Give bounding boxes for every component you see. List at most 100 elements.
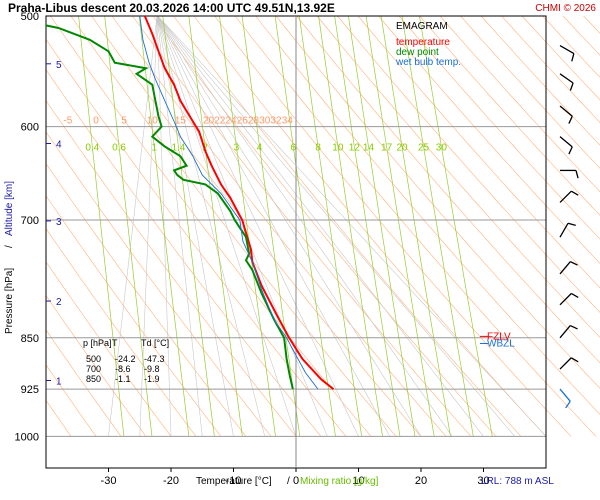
- dry-adiabat: [173, 16, 522, 437]
- dry-adiabat: [275, 16, 600, 389]
- dry-adiabat: [501, 16, 600, 123]
- dry-adiabat: [50, 16, 372, 437]
- table-cell: -9.8: [144, 364, 160, 374]
- dry-adiabat: [70, 16, 397, 437]
- dry-adiabat-label: 32: [270, 116, 282, 127]
- wind-barb-shaft: [559, 357, 572, 370]
- mixing-ratio-label: 3: [234, 142, 240, 153]
- dry-adiabat-label: 30: [259, 116, 271, 127]
- mixing-ratio-line: [401, 16, 474, 437]
- wind-barb-shaft: [559, 73, 574, 84]
- dry-adiabat: [357, 16, 600, 289]
- dry-adiabat-label: 15: [175, 116, 187, 127]
- dry-adiabat: [193, 16, 547, 437]
- dry-adiabat: [542, 16, 600, 78]
- marker-label: WBZL: [487, 338, 515, 349]
- x-tick-label: 20: [415, 475, 427, 487]
- table-cell: -1.9: [144, 374, 160, 384]
- moist-adiabat: [157, 16, 516, 437]
- dry-adiabat-label: 5: [121, 116, 127, 127]
- dry-adiabat: [152, 16, 497, 437]
- x-axis-ticks: -30 -20 -10 0 10 20 30: [101, 468, 490, 487]
- table-header: p [hPa]: [83, 338, 112, 348]
- dry-adiabat-label: 34: [282, 116, 294, 127]
- wind-barb-flag: [575, 170, 579, 179]
- altitude-tick-label: 4: [56, 140, 62, 151]
- dry-adiabat-label: 28: [248, 116, 260, 127]
- wind-barb-shaft: [559, 261, 571, 275]
- dry-adiabat-label: 0: [93, 116, 99, 127]
- y-axis-label-separator: /: [4, 245, 15, 248]
- lrl-label: LRL: 788 m ASL: [481, 476, 554, 487]
- wind-barb-shaft: [559, 190, 572, 203]
- dry-adiabat: [337, 16, 600, 313]
- dry-adiabats: [46, 16, 600, 437]
- dry-adiabat: [46, 100, 297, 437]
- table-cell: 500: [86, 354, 101, 364]
- dry-adiabat: [439, 16, 600, 193]
- wind-barb-flag: [570, 324, 578, 330]
- mixing-ratio-line: [162, 16, 215, 437]
- dry-adiabat: [46, 163, 247, 437]
- dry-adiabat: [234, 16, 597, 437]
- mixing-ratio-label: 14: [363, 142, 375, 153]
- x-tick-label: -20: [163, 475, 179, 487]
- dry-adiabat: [480, 16, 600, 146]
- table-cell: -24.2: [115, 354, 136, 364]
- moist-adiabat: [156, 16, 172, 437]
- mixing-ratio-line: [219, 16, 276, 437]
- mixing-ratio-line: [334, 16, 401, 437]
- x-tick-label: 10: [352, 475, 364, 487]
- mixing-ratio-label: 12: [349, 142, 361, 153]
- mixing-ratio-line: [138, 16, 190, 437]
- dry-adiabat-label: 26: [237, 116, 249, 127]
- moist-adiabat: [157, 16, 391, 437]
- y-tick-label: 850: [21, 333, 39, 345]
- dry-adiabat-label: 10: [147, 116, 159, 127]
- mixing-ratio-line: [188, 16, 243, 437]
- mixing-ratio-label: 20: [396, 142, 408, 153]
- moist-adiabat: [157, 16, 359, 437]
- mixing-ratio-label: 0.6: [112, 142, 126, 153]
- altitude-tick-label: 5: [56, 60, 62, 71]
- dry-adiabat: [398, 16, 600, 240]
- moist-adiabat: [157, 16, 422, 437]
- wind-barb-flag: [571, 53, 575, 62]
- mixing-ratio-lines: [78, 16, 493, 437]
- wind-barb-flag: [568, 116, 573, 124]
- y-tick-label: 1000: [15, 431, 39, 443]
- x-axis-label-mixing: Mixing ratio [g/kg]: [300, 476, 379, 487]
- y-tick-label: 700: [21, 215, 39, 227]
- chart-title: Praha-Libus descent 20.03.2026 14:00 UTC…: [8, 1, 335, 15]
- dry-adiabat: [419, 16, 600, 216]
- y-axis-ticks: 500 600 700 850 925 1000: [15, 11, 39, 443]
- wind-barb-flag: [568, 146, 573, 155]
- dry-adiabat: [132, 16, 472, 437]
- copyright-text: CHMI © 2026: [535, 3, 596, 14]
- legend-title: EMAGRAM: [396, 21, 448, 32]
- mixing-ratio-label: 4: [257, 142, 263, 153]
- x-axis-label-temperature: Temperature [°C]: [196, 476, 272, 487]
- marker-label: FZLV: [487, 331, 511, 342]
- legend: EMAGRAM temperature dew point wet bulb t…: [395, 21, 461, 68]
- moist-adiabat: [157, 16, 547, 437]
- dry-adiabat-label: -5: [63, 116, 72, 127]
- wind-barb-flag: [570, 357, 579, 363]
- moist-adiabat: [157, 16, 328, 437]
- altitude-tick-label: 1: [56, 376, 62, 387]
- y-axis-label-pressure: Pressure [hPa]: [4, 268, 15, 334]
- series-dew-pointline: [46, 24, 294, 390]
- dry-adiabat: [378, 16, 600, 264]
- table-header: Td [°C]: [141, 338, 169, 348]
- table-cell: 700: [86, 364, 101, 374]
- mixing-ratio-label: 1.4: [171, 142, 185, 153]
- wind-barb-flag: [570, 292, 579, 299]
- mixing-ratio-line: [318, 16, 383, 437]
- table-cell: -47.3: [144, 354, 165, 364]
- y-axis-label: Pressure [hPa] / Altitude [km]: [4, 181, 15, 334]
- y-tick-label: 500: [21, 11, 39, 23]
- mixing-ratio-label: 1: [151, 142, 157, 153]
- dry-adiabat: [296, 16, 600, 364]
